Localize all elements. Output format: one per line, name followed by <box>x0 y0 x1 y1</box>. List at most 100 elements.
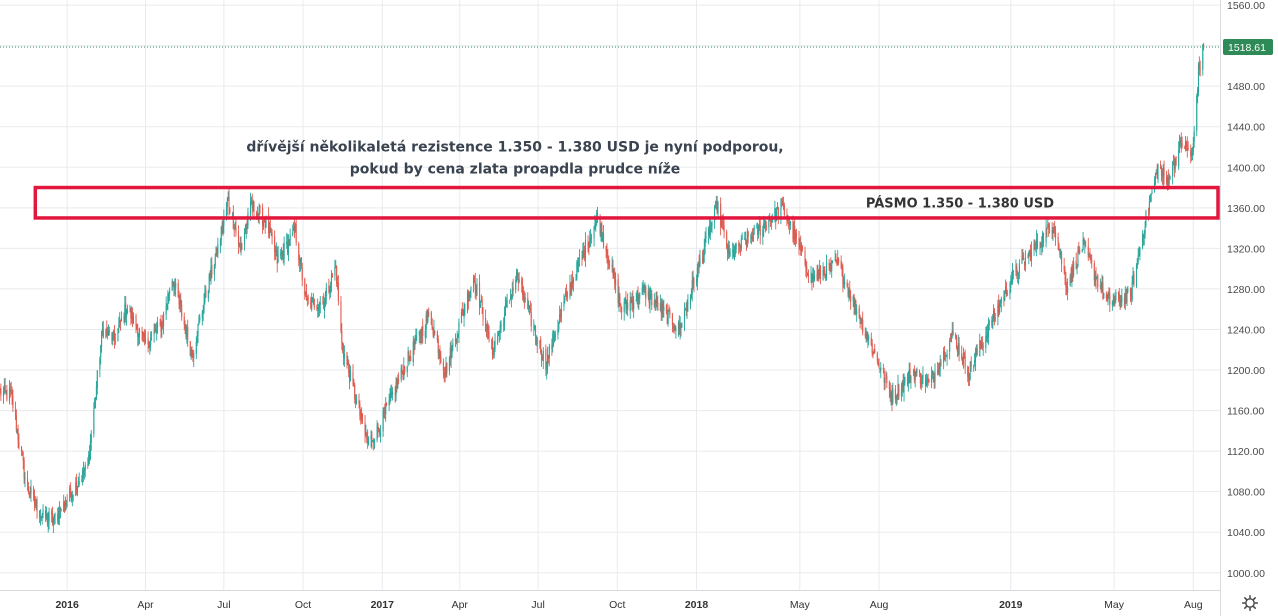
candle <box>168 292 170 304</box>
candle <box>1191 147 1193 162</box>
candle-body <box>524 297 526 301</box>
candle-body <box>946 353 948 358</box>
candle <box>407 346 409 367</box>
candle <box>1132 267 1134 285</box>
candle-body <box>240 245 242 250</box>
candle <box>602 225 605 249</box>
candle-body <box>150 334 153 337</box>
candle <box>90 429 92 451</box>
candle-body <box>699 258 701 267</box>
candle-body <box>400 367 402 380</box>
candle <box>571 274 573 296</box>
candle <box>590 233 593 244</box>
candle-body <box>517 279 519 284</box>
candle-body <box>912 370 915 374</box>
candle <box>908 362 910 384</box>
candle <box>138 327 141 345</box>
annotation-line-1: dřívější několikaletá rezistence 1.350 -… <box>246 140 783 156</box>
candle <box>431 318 433 331</box>
candle-body <box>868 336 870 339</box>
candle-body <box>970 361 972 367</box>
candle <box>1035 241 1037 253</box>
candle <box>18 433 20 450</box>
candle <box>193 349 195 367</box>
candle <box>425 310 427 339</box>
candle <box>450 340 452 369</box>
candle <box>438 348 440 359</box>
candle-body <box>625 299 627 309</box>
candle-body <box>383 411 385 413</box>
candle-body <box>651 293 653 306</box>
y-tick-label: 1080.00 <box>1227 487 1265 499</box>
time-axis[interactable]: 2016 Apr Jul Oct 2017 Apr Jul Oct 2018 May Aug 2019… <box>0 590 1220 612</box>
candle-body <box>434 330 436 333</box>
candle <box>974 347 977 372</box>
candle <box>130 307 132 326</box>
candle-body <box>880 367 882 371</box>
candle <box>1186 136 1188 158</box>
candle <box>365 424 367 437</box>
candle <box>1061 250 1063 273</box>
price-axis[interactable]: 1560.001520.001480.001440.001400.001360.… <box>1220 0 1266 616</box>
candle <box>782 196 785 211</box>
candle-body <box>1202 44 1204 70</box>
candle <box>822 262 824 281</box>
candle-body <box>358 400 360 405</box>
candle-body <box>693 280 695 285</box>
candle <box>402 370 404 381</box>
candle <box>747 230 749 244</box>
candle-body <box>191 348 193 357</box>
candle-body <box>330 285 332 293</box>
candle <box>1120 295 1122 308</box>
candle <box>1141 230 1144 250</box>
candle <box>1192 136 1194 156</box>
candle-body <box>239 244 241 249</box>
candle-body <box>432 329 434 334</box>
candle <box>835 253 837 264</box>
candle-body <box>311 297 313 310</box>
candle <box>275 242 277 257</box>
candle-body <box>575 279 577 281</box>
candle-body <box>42 509 44 516</box>
candle <box>1009 281 1011 300</box>
candle <box>932 370 934 383</box>
candle-body <box>422 325 424 336</box>
candle <box>64 500 66 513</box>
candle <box>410 349 412 362</box>
candle-body <box>1196 96 1198 131</box>
candle <box>1197 87 1199 104</box>
candle-body <box>341 331 343 343</box>
candle <box>394 386 396 403</box>
candle <box>1045 219 1047 248</box>
candle-body <box>752 231 754 242</box>
candle-body <box>256 212 258 219</box>
candle <box>23 457 25 484</box>
candle <box>552 330 554 353</box>
candle-body <box>673 327 675 330</box>
candle-body <box>17 428 19 441</box>
candle-body <box>1036 238 1038 249</box>
candle-body <box>82 469 84 479</box>
candle <box>262 220 265 231</box>
candle <box>623 298 625 321</box>
candle <box>226 197 228 216</box>
candle-body <box>1150 193 1152 202</box>
candle <box>669 307 671 319</box>
gear-icon[interactable] <box>1241 594 1259 612</box>
candle <box>298 241 300 267</box>
candle-body <box>1035 247 1037 249</box>
candle <box>1172 154 1175 166</box>
candle <box>1115 289 1117 304</box>
candle <box>47 511 49 533</box>
candle-body <box>915 371 917 374</box>
candle-body <box>649 294 651 305</box>
candle-body <box>521 279 523 285</box>
candle-body <box>878 363 880 369</box>
candle <box>171 278 173 291</box>
candle-body <box>108 330 110 333</box>
candle <box>1088 252 1090 258</box>
candle <box>427 309 429 324</box>
candle-body <box>324 302 326 311</box>
